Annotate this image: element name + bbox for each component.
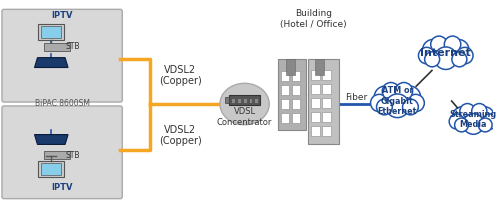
Bar (286, 59, 295, 76)
Bar (42, 163, 61, 175)
Text: Building
(Hotel / Office): Building (Hotel / Office) (280, 10, 347, 29)
Bar (281, 85, 289, 95)
Bar (248, 98, 252, 103)
Circle shape (478, 118, 492, 132)
Bar (38, 161, 64, 177)
Text: Fiber: Fiber (345, 93, 367, 102)
Bar (44, 43, 70, 51)
Circle shape (460, 104, 475, 119)
Text: VDSL2
(Copper): VDSL2 (Copper) (159, 65, 202, 86)
Text: Internet: Internet (420, 48, 471, 58)
Bar (225, 97, 229, 103)
Bar (292, 113, 300, 123)
Bar (281, 99, 289, 109)
Bar (322, 126, 332, 136)
Bar (281, 72, 289, 81)
Bar (229, 95, 260, 105)
Text: STB: STB (66, 151, 80, 160)
Circle shape (482, 114, 498, 129)
Circle shape (407, 94, 424, 112)
Circle shape (382, 83, 400, 100)
Text: VDSL
Concentrator: VDSL Concentrator (217, 107, 272, 126)
Bar (322, 112, 332, 122)
Polygon shape (34, 58, 68, 68)
Bar (42, 26, 61, 38)
Text: IPTV: IPTV (52, 11, 73, 20)
Bar (278, 59, 305, 130)
Bar (310, 112, 320, 122)
Bar (292, 85, 300, 95)
Circle shape (376, 99, 392, 115)
Bar (314, 59, 324, 76)
Circle shape (456, 47, 473, 64)
Circle shape (434, 47, 457, 69)
Bar (310, 126, 320, 136)
Circle shape (424, 52, 440, 67)
FancyBboxPatch shape (2, 106, 122, 199)
Circle shape (418, 47, 435, 64)
Bar (322, 98, 332, 108)
Text: BiPAC 8600SM: BiPAC 8600SM (34, 99, 90, 108)
Bar (38, 24, 64, 40)
Text: ATM or
Gigabit
Ethernet: ATM or Gigabit Ethernet (378, 86, 417, 116)
Text: IPTV: IPTV (52, 183, 73, 192)
Circle shape (460, 107, 486, 133)
Polygon shape (34, 135, 68, 144)
Text: STB: STB (66, 42, 80, 51)
Circle shape (452, 107, 472, 126)
Circle shape (398, 86, 420, 108)
Bar (292, 99, 300, 109)
Circle shape (430, 36, 447, 53)
Circle shape (454, 118, 468, 132)
Ellipse shape (38, 57, 64, 64)
Bar (322, 71, 332, 80)
Circle shape (396, 83, 412, 100)
FancyBboxPatch shape (2, 9, 122, 102)
Ellipse shape (220, 83, 269, 125)
Bar (254, 98, 258, 103)
Circle shape (474, 107, 494, 126)
Bar (322, 84, 332, 94)
Circle shape (449, 114, 464, 129)
Circle shape (448, 40, 469, 61)
Circle shape (370, 94, 388, 112)
Circle shape (382, 86, 412, 116)
Circle shape (444, 36, 461, 53)
Bar (308, 59, 339, 144)
Bar (310, 71, 320, 80)
Circle shape (452, 52, 467, 67)
Bar (231, 98, 234, 103)
Circle shape (374, 86, 396, 108)
Bar (281, 113, 289, 123)
Circle shape (463, 114, 483, 134)
Circle shape (402, 99, 418, 115)
Bar (236, 98, 240, 103)
Bar (310, 98, 320, 108)
Bar (292, 72, 300, 81)
Ellipse shape (38, 138, 64, 145)
Bar (310, 84, 320, 94)
Circle shape (422, 40, 444, 61)
Circle shape (472, 104, 487, 119)
Bar (242, 98, 246, 103)
Bar (44, 151, 70, 159)
Circle shape (386, 94, 409, 118)
Circle shape (432, 40, 460, 68)
Text: Streaming
Media: Streaming Media (450, 110, 497, 129)
Text: VDSL2
(Copper): VDSL2 (Copper) (159, 125, 202, 146)
